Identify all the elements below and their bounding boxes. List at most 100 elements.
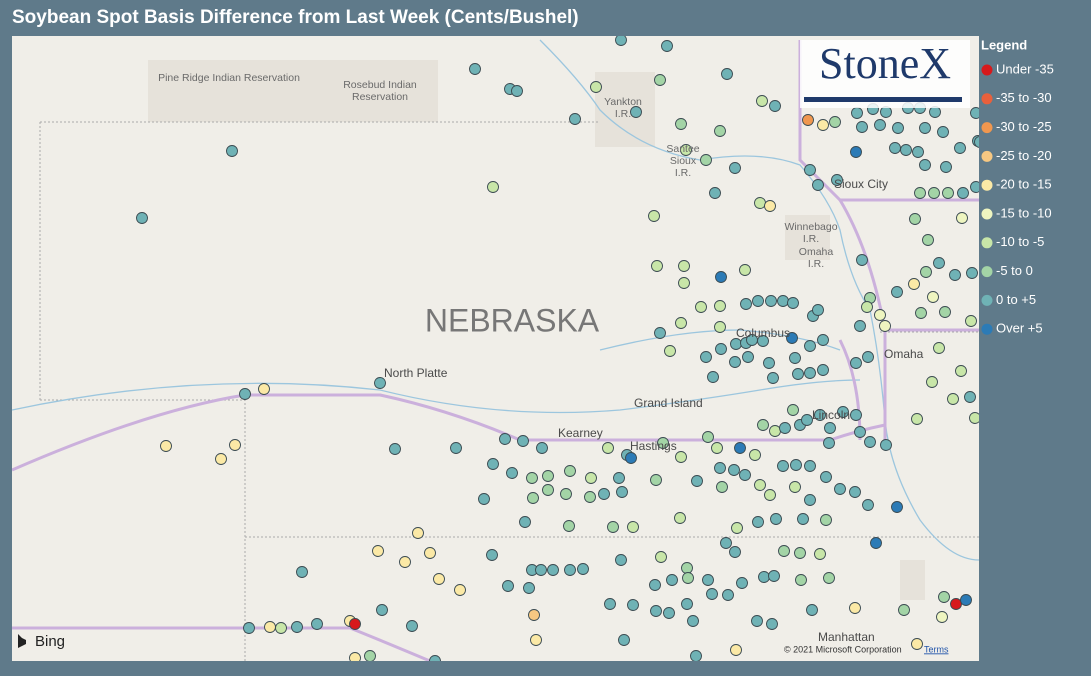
location-dot	[856, 121, 868, 133]
location-dot	[739, 469, 751, 481]
logo: StoneX	[819, 39, 951, 88]
location-dot	[817, 364, 829, 376]
location-dot	[942, 187, 954, 199]
location-dot	[590, 81, 602, 93]
location-dot	[794, 547, 806, 559]
location-dot	[927, 291, 939, 303]
location-dot	[627, 599, 639, 611]
location-dot	[915, 307, 927, 319]
location-dot	[296, 566, 308, 578]
location-dot	[823, 572, 835, 584]
location-dot	[721, 68, 733, 80]
location-dot	[861, 301, 873, 313]
location-dot	[790, 459, 802, 471]
legend-swatch	[981, 208, 993, 220]
location-dot	[528, 609, 540, 621]
location-dot	[928, 187, 940, 199]
location-dot	[722, 589, 734, 601]
location-dot	[469, 63, 481, 75]
location-dot	[974, 136, 979, 148]
legend-swatch	[981, 64, 993, 76]
legend-label: -30 to -25	[996, 119, 1052, 134]
location-dot	[926, 376, 938, 388]
location-dot	[874, 119, 886, 131]
location-dot	[900, 144, 912, 156]
location-dot	[966, 267, 978, 279]
location-dot	[954, 142, 966, 154]
location-dot	[754, 197, 766, 209]
legend: Under -35 -35 to -30 -30 to -25 -25 to -20 -…	[981, 61, 1054, 336]
location-dot	[680, 144, 692, 156]
location-dot	[786, 332, 798, 344]
location-dot	[584, 491, 596, 503]
location-dot	[814, 548, 826, 560]
location-dot	[909, 213, 921, 225]
location-dot	[715, 343, 727, 355]
location-dot	[678, 277, 690, 289]
map: Pine Ridge Indian Reservation Rosebud In…	[12, 36, 979, 661]
location-dot	[687, 615, 699, 627]
location-dot	[707, 371, 719, 383]
legend-label: Under -35	[996, 61, 1054, 76]
location-dot	[616, 486, 628, 498]
location-dot	[376, 604, 388, 616]
location-dot	[478, 493, 490, 505]
copyright: © 2021 Microsoft Corporation	[784, 644, 902, 654]
legend-swatch	[981, 179, 993, 191]
location-dot	[933, 342, 945, 354]
location-dot	[542, 470, 554, 482]
location-dot	[742, 351, 754, 363]
location-dot	[854, 320, 866, 332]
location-dot	[709, 187, 721, 199]
location-dot	[547, 564, 559, 576]
location-dot	[661, 40, 673, 52]
location-dot	[560, 488, 572, 500]
location-dot	[564, 465, 576, 477]
location-dot	[965, 315, 977, 327]
map-label: Sioux City	[834, 177, 888, 191]
location-dot	[700, 154, 712, 166]
location-dot	[777, 460, 789, 472]
location-dot	[797, 513, 809, 525]
location-dot	[823, 437, 835, 449]
location-dot	[752, 295, 764, 307]
state-label: NEBRASKA	[425, 302, 600, 338]
location-dot	[804, 340, 816, 352]
location-dot	[814, 409, 826, 421]
map-label: Reservation	[352, 91, 408, 103]
location-dot	[804, 367, 816, 379]
location-dot	[523, 582, 535, 594]
location-dot	[275, 622, 287, 634]
location-dot	[787, 297, 799, 309]
location-dot	[850, 146, 862, 158]
location-dot	[399, 556, 411, 568]
map-label: I.R.	[615, 108, 631, 120]
map-label: Omaha	[884, 347, 924, 361]
location-dot	[675, 118, 687, 130]
location-dot	[372, 545, 384, 557]
location-dot	[764, 489, 776, 501]
terms-link[interactable]: Terms	[924, 644, 949, 654]
location-dot	[681, 598, 693, 610]
location-dot	[613, 472, 625, 484]
location-dot	[789, 481, 801, 493]
location-dot	[767, 372, 779, 384]
location-dot	[412, 527, 424, 539]
map-label: Yankton	[604, 96, 642, 108]
location-dot	[757, 335, 769, 347]
location-dot	[769, 100, 781, 112]
location-dot	[804, 460, 816, 472]
location-dot	[715, 271, 727, 283]
location-dot	[577, 563, 589, 575]
location-dot	[487, 181, 499, 193]
location-dot	[258, 383, 270, 395]
location-dot	[731, 522, 743, 534]
location-dot	[625, 452, 637, 464]
location-dot	[664, 345, 676, 357]
location-dot	[433, 573, 445, 585]
location-dot	[802, 114, 814, 126]
location-dot	[682, 572, 694, 584]
location-dot	[604, 598, 616, 610]
location-dot	[820, 514, 832, 526]
